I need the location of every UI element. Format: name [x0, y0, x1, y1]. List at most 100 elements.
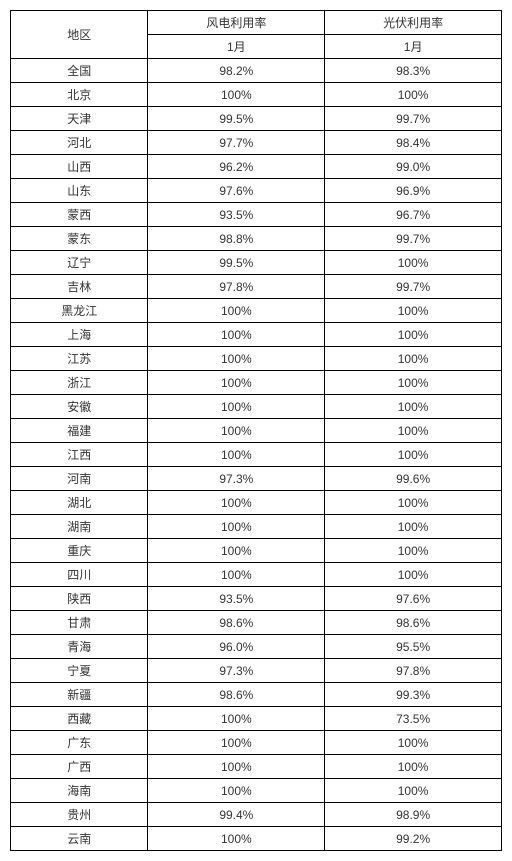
- cell-region: 安徽: [11, 395, 148, 419]
- cell-region: 河北: [11, 131, 148, 155]
- cell-wind: 100%: [148, 563, 325, 587]
- cell-region: 西藏: [11, 707, 148, 731]
- cell-region: 黑龙江: [11, 299, 148, 323]
- cell-solar: 98.3%: [325, 59, 502, 83]
- cell-region: 宁夏: [11, 659, 148, 683]
- table-row: 河南97.3%99.6%: [11, 467, 502, 491]
- cell-wind: 100%: [148, 419, 325, 443]
- table-row: 四川100%100%: [11, 563, 502, 587]
- cell-solar: 97.8%: [325, 659, 502, 683]
- table-row: 安徽100%100%: [11, 395, 502, 419]
- cell-wind: 97.3%: [148, 659, 325, 683]
- cell-solar: 100%: [325, 443, 502, 467]
- cell-solar: 100%: [325, 731, 502, 755]
- cell-solar: 100%: [325, 323, 502, 347]
- cell-region: 浙江: [11, 371, 148, 395]
- table-row: 吉林97.8%99.7%: [11, 275, 502, 299]
- cell-wind: 97.7%: [148, 131, 325, 155]
- table-header: 地区 风电利用率 光伏利用率 1月 1月: [11, 11, 502, 59]
- cell-wind: 100%: [148, 731, 325, 755]
- cell-solar: 100%: [325, 563, 502, 587]
- cell-solar: 95.5%: [325, 635, 502, 659]
- table-row: 福建100%100%: [11, 419, 502, 443]
- cell-solar: 98.4%: [325, 131, 502, 155]
- cell-wind: 100%: [148, 323, 325, 347]
- cell-region: 山西: [11, 155, 148, 179]
- cell-solar: 99.2%: [325, 827, 502, 851]
- cell-wind: 100%: [148, 299, 325, 323]
- cell-region: 甘肃: [11, 611, 148, 635]
- cell-wind: 100%: [148, 347, 325, 371]
- cell-region: 新疆: [11, 683, 148, 707]
- table-row: 湖北100%100%: [11, 491, 502, 515]
- table-row: 新疆98.6%99.3%: [11, 683, 502, 707]
- table-row: 云南100%99.2%: [11, 827, 502, 851]
- cell-wind: 100%: [148, 779, 325, 803]
- cell-region: 河南: [11, 467, 148, 491]
- cell-wind: 100%: [148, 395, 325, 419]
- cell-solar: 100%: [325, 347, 502, 371]
- header-wind-month: 1月: [148, 35, 325, 59]
- cell-region: 海南: [11, 779, 148, 803]
- table-row: 北京100%100%: [11, 83, 502, 107]
- cell-region: 全国: [11, 59, 148, 83]
- cell-solar: 100%: [325, 539, 502, 563]
- cell-wind: 99.4%: [148, 803, 325, 827]
- table-row: 重庆100%100%: [11, 539, 502, 563]
- table-row: 山东97.6%96.9%: [11, 179, 502, 203]
- table-row: 浙江100%100%: [11, 371, 502, 395]
- table-row: 天津99.5%99.7%: [11, 107, 502, 131]
- cell-wind: 100%: [148, 827, 325, 851]
- cell-region: 蒙东: [11, 227, 148, 251]
- cell-wind: 100%: [148, 443, 325, 467]
- cell-region: 广东: [11, 731, 148, 755]
- cell-region: 四川: [11, 563, 148, 587]
- cell-wind: 97.6%: [148, 179, 325, 203]
- header-region: 地区: [11, 11, 148, 59]
- cell-wind: 97.8%: [148, 275, 325, 299]
- cell-region: 江西: [11, 443, 148, 467]
- cell-wind: 99.5%: [148, 107, 325, 131]
- cell-region: 福建: [11, 419, 148, 443]
- cell-solar: 100%: [325, 299, 502, 323]
- table-row: 蒙东98.8%99.7%: [11, 227, 502, 251]
- table-row: 海南100%100%: [11, 779, 502, 803]
- cell-wind: 99.5%: [148, 251, 325, 275]
- cell-solar: 96.7%: [325, 203, 502, 227]
- table-row: 陕西93.5%97.6%: [11, 587, 502, 611]
- table-row: 青海96.0%95.5%: [11, 635, 502, 659]
- table-row: 河北97.7%98.4%: [11, 131, 502, 155]
- cell-region: 重庆: [11, 539, 148, 563]
- cell-wind: 93.5%: [148, 587, 325, 611]
- table-row: 江西100%100%: [11, 443, 502, 467]
- cell-wind: 100%: [148, 707, 325, 731]
- cell-wind: 97.3%: [148, 467, 325, 491]
- cell-wind: 100%: [148, 83, 325, 107]
- cell-wind: 100%: [148, 755, 325, 779]
- cell-solar: 98.9%: [325, 803, 502, 827]
- cell-solar: 99.0%: [325, 155, 502, 179]
- cell-solar: 100%: [325, 779, 502, 803]
- table-row: 全国98.2%98.3%: [11, 59, 502, 83]
- cell-solar: 100%: [325, 755, 502, 779]
- header-solar: 光伏利用率: [325, 11, 502, 35]
- table-row: 西藏100%73.5%: [11, 707, 502, 731]
- cell-region: 蒙西: [11, 203, 148, 227]
- cell-wind: 96.0%: [148, 635, 325, 659]
- cell-solar: 99.7%: [325, 275, 502, 299]
- header-wind: 风电利用率: [148, 11, 325, 35]
- cell-region: 陕西: [11, 587, 148, 611]
- cell-region: 山东: [11, 179, 148, 203]
- table-row: 甘肃98.6%98.6%: [11, 611, 502, 635]
- cell-region: 湖南: [11, 515, 148, 539]
- cell-region: 广西: [11, 755, 148, 779]
- table-row: 蒙西93.5%96.7%: [11, 203, 502, 227]
- cell-solar: 100%: [325, 395, 502, 419]
- cell-region: 江苏: [11, 347, 148, 371]
- table-row: 黑龙江100%100%: [11, 299, 502, 323]
- table-row: 广西100%100%: [11, 755, 502, 779]
- cell-solar: 99.3%: [325, 683, 502, 707]
- cell-region: 贵州: [11, 803, 148, 827]
- cell-wind: 98.8%: [148, 227, 325, 251]
- table-row: 山西96.2%99.0%: [11, 155, 502, 179]
